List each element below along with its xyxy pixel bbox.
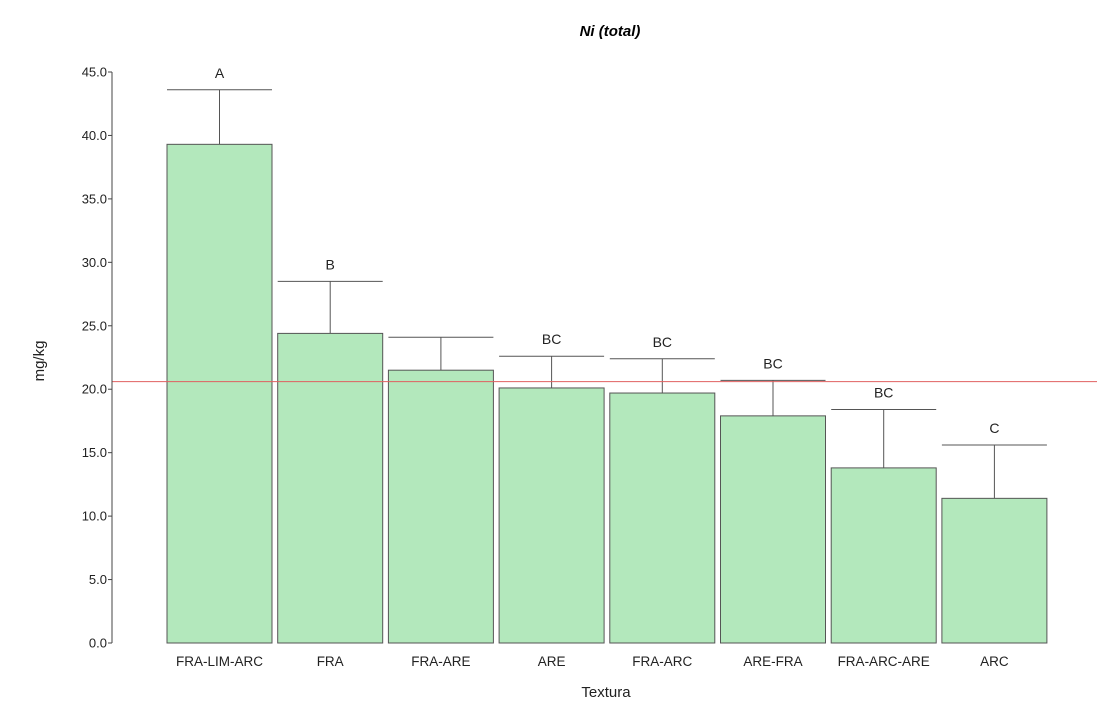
bar-arc <box>941 497 1048 644</box>
y-tick-label-8: 40.0 <box>82 128 107 143</box>
bar-fra <box>277 332 384 644</box>
y-tick-label-0: 0.0 <box>89 636 107 651</box>
category-labels: A FRA-LIM-ARC B FRA FRA-ARE BC ARE BC FRA-ARC BC A… <box>176 65 1009 669</box>
x-tick-label-fra-arc-are: FRA-ARC-ARE <box>838 654 930 669</box>
group-label-arc: C <box>989 420 999 436</box>
y-tick-label-7: 35.0 <box>82 191 107 206</box>
y-tick-label-5: 25.0 <box>82 318 107 333</box>
bar-are-fra <box>720 415 826 644</box>
group-label-fra-arc: BC <box>653 334 672 350</box>
x-tick-label-arc: ARC <box>980 654 1009 669</box>
y-tick-label-2: 10.0 <box>82 509 107 524</box>
x-tick-label-fra-arc: FRA-ARC <box>632 654 692 669</box>
x-tick-label-fra-lim-arc: FRA-LIM-ARC <box>176 654 263 669</box>
x-tick-label-are-fra: ARE-FRA <box>743 654 802 669</box>
bar-are <box>498 387 605 644</box>
bar-fra-arc <box>609 392 716 644</box>
bar-fra-arc-are <box>830 467 937 644</box>
group-label-fra-lim-arc: A <box>215 65 225 81</box>
x-tick-label-fra: FRA <box>317 654 344 669</box>
x-axis-label: Textura <box>581 684 631 701</box>
bar-fra-are <box>387 369 494 644</box>
y-tick-label-1: 5.0 <box>89 572 107 587</box>
y-tick-label-4: 20.0 <box>82 382 107 397</box>
bars-layer <box>166 89 1048 644</box>
x-tick-label-are: ARE <box>538 654 566 669</box>
y-tick-label-6: 30.0 <box>82 255 107 270</box>
y-tick-label-3: 15.0 <box>82 445 107 460</box>
x-tick-label-fra-are: FRA-ARE <box>411 654 470 669</box>
group-label-fra: B <box>326 256 335 272</box>
y-axis: 0.0 5.0 10.0 15.0 20.0 25.0 30.0 35.0 40.0 45.0 <box>82 65 113 651</box>
group-label-are-fra: BC <box>763 355 782 371</box>
bar-fra-lim-arc <box>166 143 273 644</box>
group-label-fra-arc-are: BC <box>874 385 893 401</box>
y-tick-label-9: 45.0 <box>82 65 107 80</box>
y-axis-label: mg/kg <box>31 341 48 382</box>
chart-title: Ni (total) <box>580 23 641 40</box>
group-label-are: BC <box>542 331 561 347</box>
